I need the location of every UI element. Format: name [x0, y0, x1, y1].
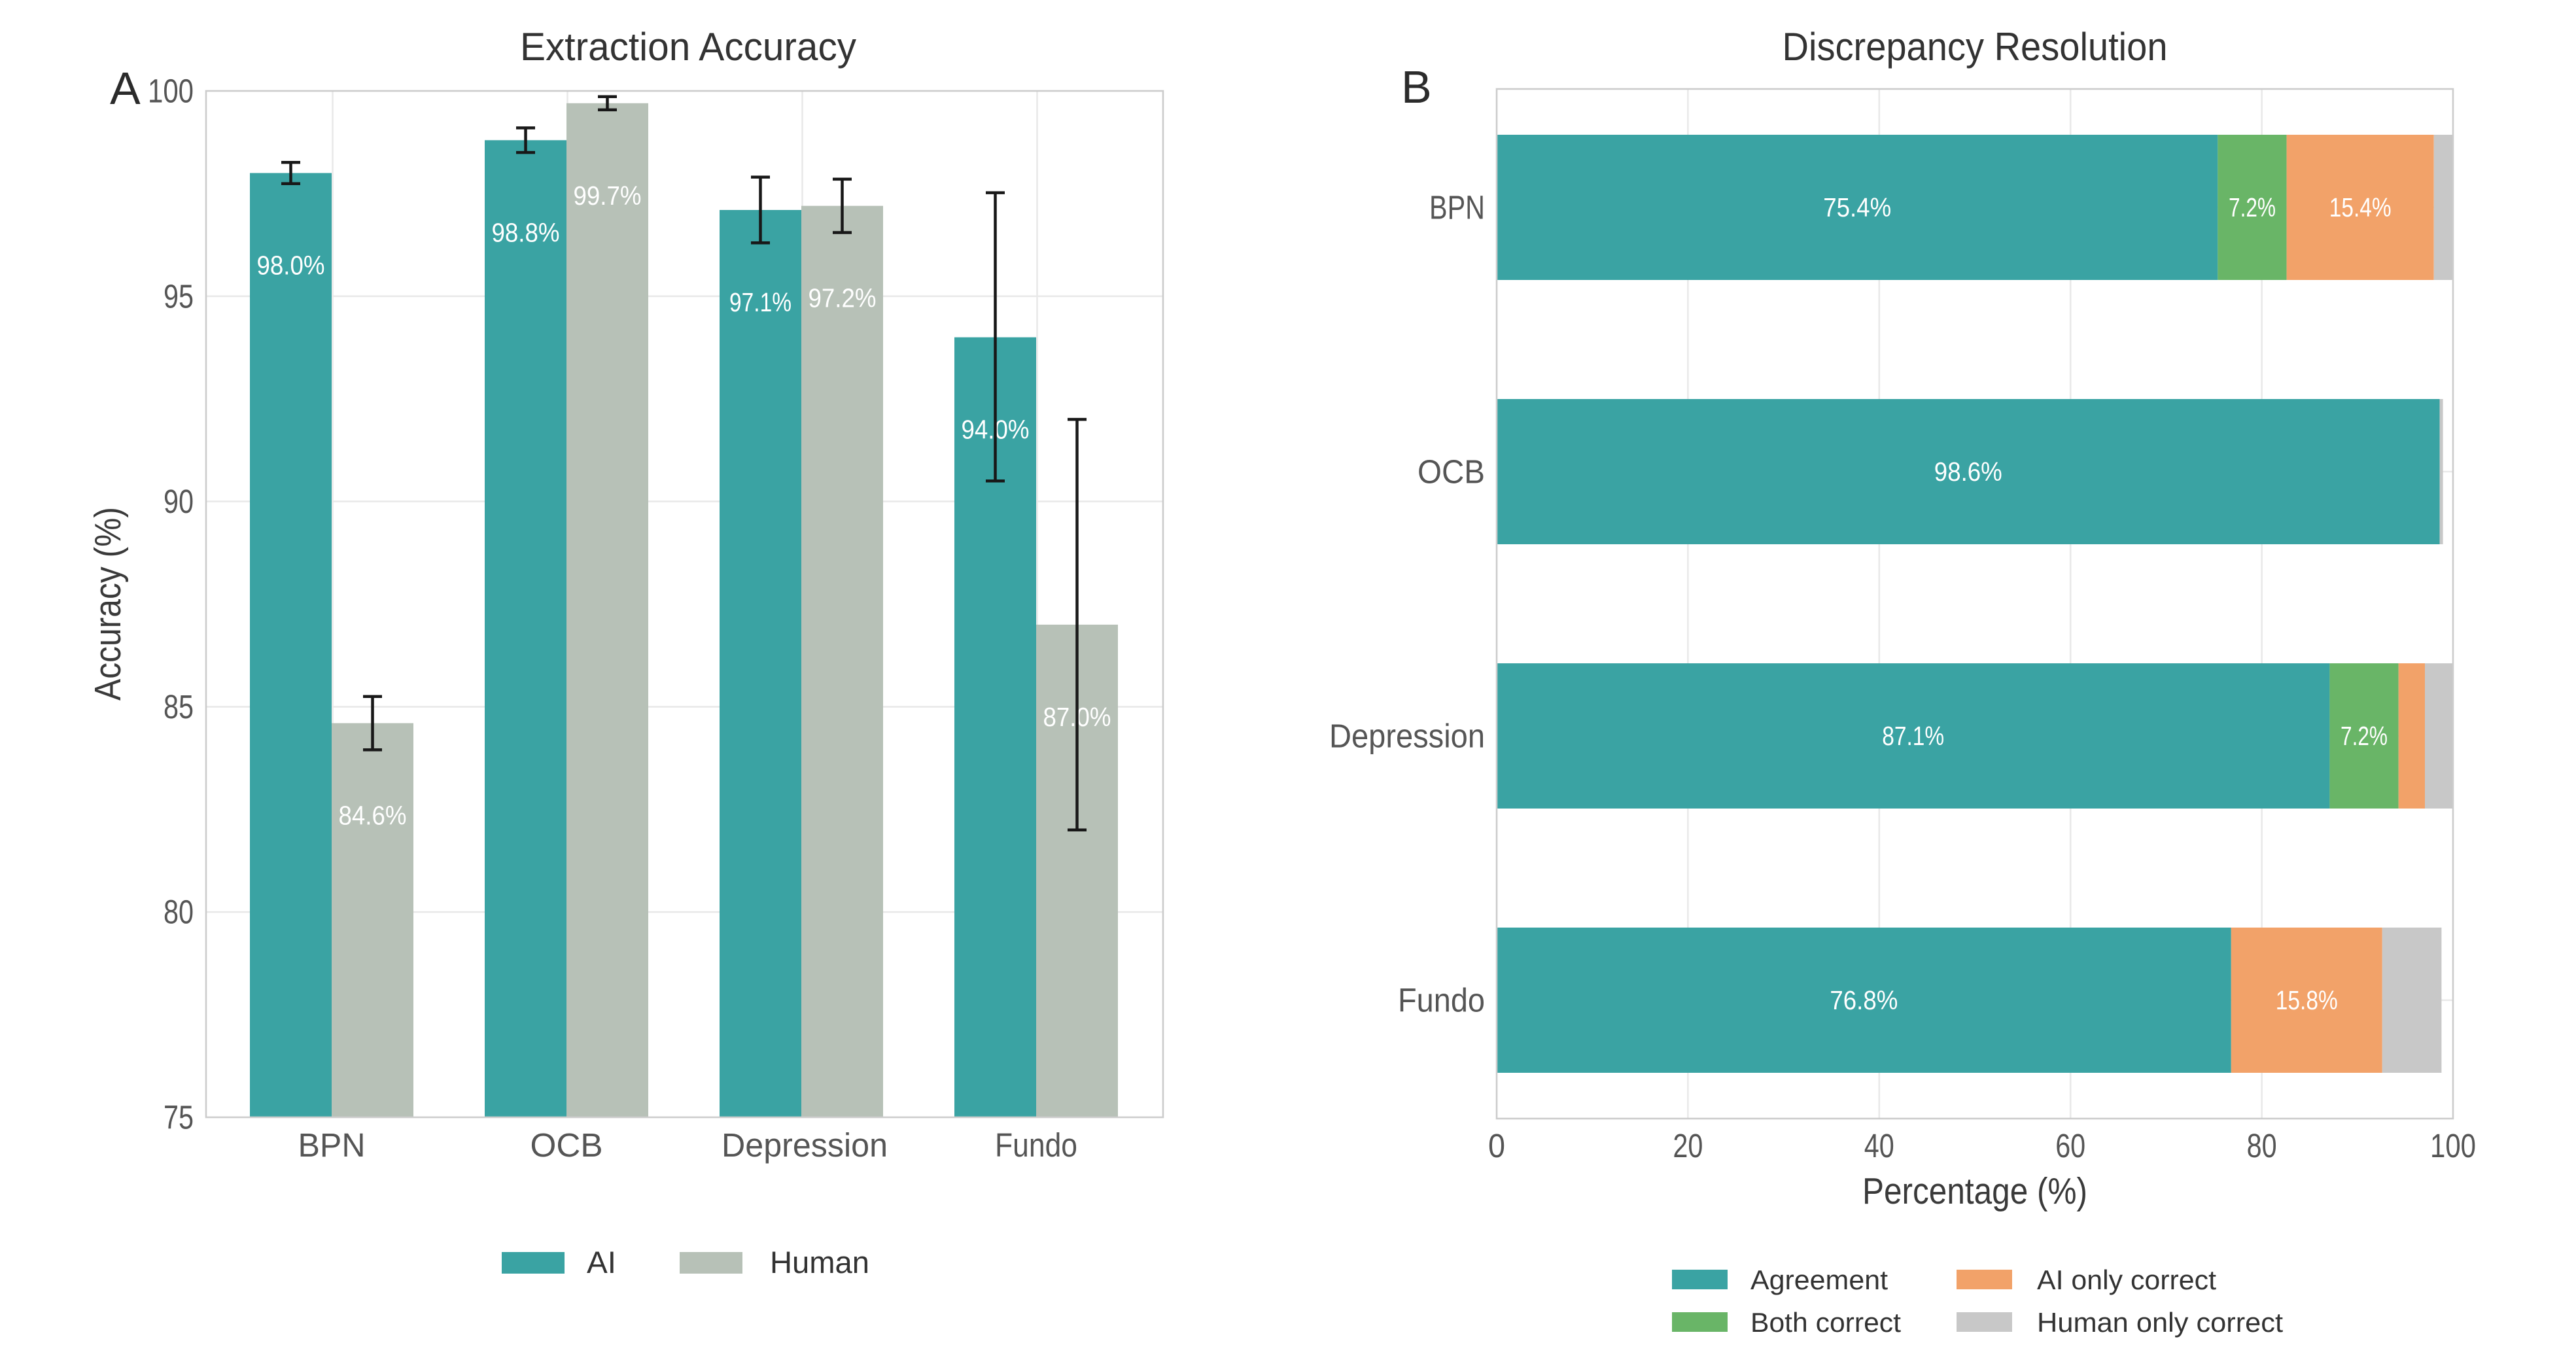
svg-text:A: A [110, 63, 141, 114]
svg-text:Fundo: Fundo [995, 1126, 1077, 1164]
svg-text:98.6%: 98.6% [1934, 457, 2002, 487]
svg-text:7.2%: 7.2% [2229, 192, 2276, 222]
svg-text:97.2%: 97.2% [809, 283, 877, 313]
svg-text:90: 90 [164, 483, 194, 520]
svg-text:15.4%: 15.4% [2329, 192, 2392, 222]
svg-text:OCB: OCB [1418, 453, 1485, 491]
svg-text:B: B [1401, 61, 1432, 113]
svg-text:Agreement: Agreement [1750, 1264, 1888, 1295]
svg-text:15.8%: 15.8% [2276, 985, 2338, 1015]
svg-text:20: 20 [1673, 1127, 1703, 1164]
svg-text:Extraction Accuracy: Extraction Accuracy [520, 25, 856, 69]
svg-text:100: 100 [2430, 1127, 2476, 1164]
svg-text:Human: Human [770, 1245, 869, 1280]
svg-text:40: 40 [1864, 1127, 1894, 1164]
svg-text:76.8%: 76.8% [1830, 985, 1898, 1015]
svg-text:Depression: Depression [722, 1126, 888, 1164]
svg-text:80: 80 [2247, 1127, 2277, 1164]
svg-text:BPN: BPN [1429, 189, 1485, 226]
svg-text:Human only correct: Human only correct [2037, 1307, 2283, 1338]
svg-text:100: 100 [148, 73, 194, 110]
svg-text:Fundo: Fundo [1398, 982, 1485, 1019]
svg-text:97.1%: 97.1% [729, 287, 792, 317]
svg-text:80: 80 [164, 894, 194, 931]
svg-text:7.2%: 7.2% [2341, 721, 2388, 751]
svg-text:Accuracy (%): Accuracy (%) [87, 507, 129, 701]
svg-text:84.6%: 84.6% [339, 801, 407, 831]
svg-text:60: 60 [2055, 1127, 2085, 1164]
svg-text:Depression: Depression [1329, 718, 1485, 755]
svg-text:BPN: BPN [298, 1126, 366, 1164]
svg-text:AI only correct: AI only correct [2037, 1264, 2216, 1295]
svg-text:75.4%: 75.4% [1823, 192, 1891, 222]
svg-text:98.8%: 98.8% [492, 217, 560, 247]
svg-text:0: 0 [1488, 1127, 1505, 1164]
svg-text:AI: AI [587, 1245, 616, 1280]
svg-text:98.0%: 98.0% [257, 251, 325, 281]
svg-text:99.7%: 99.7% [574, 181, 642, 211]
svg-text:Discrepancy Resolution: Discrepancy Resolution [1783, 25, 2168, 69]
svg-text:OCB: OCB [531, 1126, 603, 1164]
svg-text:75: 75 [164, 1099, 194, 1136]
svg-text:Percentage (%): Percentage (%) [1862, 1170, 2087, 1212]
svg-text:Both correct: Both correct [1750, 1307, 1901, 1338]
svg-text:87.1%: 87.1% [1882, 721, 1944, 751]
svg-text:85: 85 [164, 688, 194, 725]
svg-text:95: 95 [164, 277, 194, 315]
